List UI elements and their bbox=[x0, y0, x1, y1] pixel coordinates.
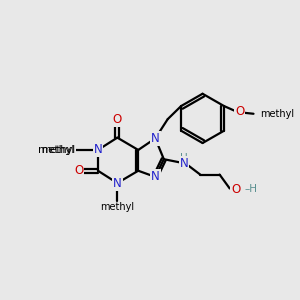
Text: N: N bbox=[151, 170, 160, 183]
Text: methyl: methyl bbox=[41, 145, 76, 155]
Text: N: N bbox=[113, 177, 122, 190]
Text: O: O bbox=[113, 113, 122, 126]
Text: methyl: methyl bbox=[100, 202, 134, 212]
Text: N: N bbox=[180, 157, 188, 170]
Text: methyl: methyl bbox=[260, 109, 295, 119]
Text: methyl: methyl bbox=[38, 145, 75, 155]
Text: –H: –H bbox=[244, 184, 257, 194]
Text: N: N bbox=[94, 143, 102, 157]
Text: O: O bbox=[231, 183, 241, 196]
Text: O: O bbox=[235, 105, 244, 118]
Text: H: H bbox=[180, 153, 188, 163]
Text: O: O bbox=[74, 164, 83, 177]
Text: N: N bbox=[151, 132, 160, 145]
